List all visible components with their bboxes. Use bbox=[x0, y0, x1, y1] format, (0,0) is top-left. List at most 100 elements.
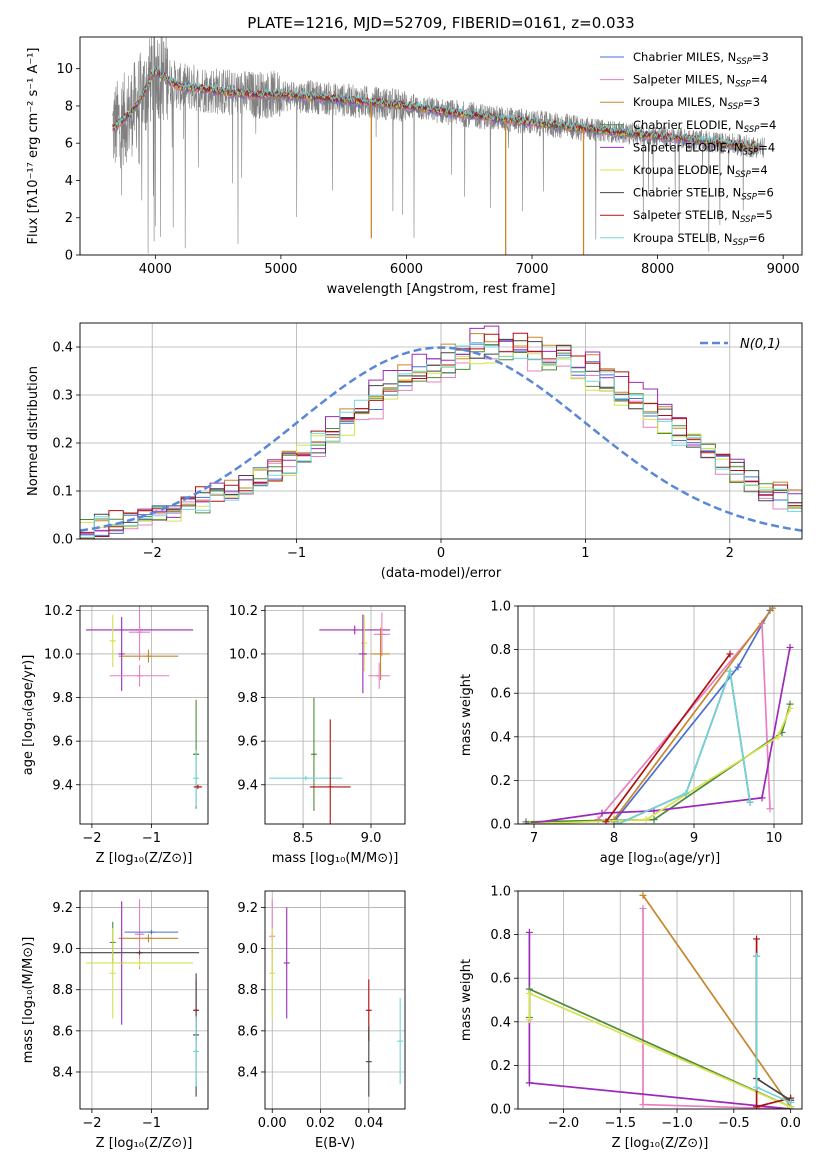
weight-marker bbox=[768, 606, 776, 612]
weight-marker bbox=[726, 667, 734, 675]
legend-label: Salpeter MILES, NSSP=4 bbox=[633, 73, 768, 90]
data-point bbox=[80, 950, 200, 955]
plot-area-weight_vs_age bbox=[522, 606, 794, 824]
weight-line-8 bbox=[617, 671, 751, 824]
y-tick-label: 9.2 bbox=[52, 901, 73, 916]
weight-marker bbox=[753, 1083, 761, 1091]
plot-area-mass_vs_Z bbox=[80, 899, 200, 1097]
y-tick-label: 8.4 bbox=[52, 1065, 73, 1080]
gaussian-curve bbox=[80, 346, 802, 532]
data-point bbox=[124, 930, 179, 935]
x-tick-label: 0.04 bbox=[354, 1116, 383, 1131]
legend-label: Chabrier MILES, NSSP=3 bbox=[633, 50, 769, 67]
y-tick-label: 1.0 bbox=[490, 885, 511, 900]
weight-marker bbox=[726, 650, 734, 658]
weight-marker bbox=[774, 733, 782, 741]
x-tick-label: −1 bbox=[142, 1116, 161, 1131]
weight-marker bbox=[525, 928, 533, 936]
x-tick-label: 7 bbox=[530, 831, 538, 846]
y-tick-label: 10 bbox=[56, 62, 73, 77]
axes-frame bbox=[264, 605, 406, 825]
weight-line-1 bbox=[597, 621, 771, 821]
grid-mass_vs_Z bbox=[80, 891, 208, 1109]
y-tick-label: 0.6 bbox=[490, 687, 511, 702]
y-tick-label: 0.0 bbox=[490, 1103, 511, 1118]
weight-line-0 bbox=[642, 894, 792, 1108]
x-tick-label: −1 bbox=[142, 831, 161, 846]
y-tick-label: 0.3 bbox=[52, 389, 73, 404]
axes-frame bbox=[79, 605, 209, 825]
panel-age_vs_mass: 8.5 9.0 9.4 9.6 9.8 10.0 10.2 mass [log₁₀(M/M⊙)… bbox=[229, 604, 406, 866]
panel-age_vs_Z: −2 −1 9.4 9.6 9.8 10.0 10.2 Z [log₁₀(Z/Z⊙)] age … bbox=[21, 604, 209, 866]
data-point bbox=[193, 1016, 200, 1087]
x-tick-label: 9 bbox=[690, 831, 698, 846]
x-tick-label: 0.00 bbox=[258, 1116, 287, 1131]
x-tick-label: 8000 bbox=[641, 262, 674, 277]
ticks-mass_vs_Z: −2 −1 8.4 8.6 8.8 9.0 9.2 bbox=[52, 901, 161, 1131]
model-spectrum-6 bbox=[112, 67, 758, 151]
y-axis-label: Normed distribution bbox=[26, 366, 41, 496]
y-tick-label: 9.4 bbox=[52, 778, 73, 793]
weight-marker bbox=[753, 935, 761, 943]
residual-histogram-8 bbox=[80, 342, 802, 538]
model-spectrum-8 bbox=[112, 65, 758, 149]
x-axis-label: wavelength [Angstrom, rest frame] bbox=[327, 282, 556, 297]
y-tick-label: 10.2 bbox=[229, 604, 258, 619]
plot-area-spectrum bbox=[112, 37, 765, 255]
y-tick-label: 0.4 bbox=[490, 1015, 511, 1030]
x-tick-label: −2 bbox=[143, 546, 162, 561]
y-tick-label: 0 bbox=[65, 249, 73, 264]
x-axis-label: E(B-V) bbox=[315, 1136, 355, 1151]
y-axis-label: mass weight bbox=[459, 674, 474, 756]
observed-spectrum bbox=[112, 37, 765, 254]
x-tick-label: 5000 bbox=[264, 262, 297, 277]
data-point bbox=[368, 662, 391, 689]
y-tick-label: 0.6 bbox=[490, 972, 511, 987]
x-tick-label: 0 bbox=[437, 546, 445, 561]
data-point bbox=[134, 899, 145, 970]
x-tick-label: 9000 bbox=[767, 262, 800, 277]
weight-marker bbox=[598, 809, 606, 817]
weight-marker bbox=[525, 989, 533, 997]
weight-marker bbox=[526, 820, 534, 824]
ticks-spectrum: 4000 5000 6000 7000 8000 9000 0 2 4 6 8 10 bbox=[56, 62, 799, 277]
weight-marker bbox=[602, 818, 610, 824]
weight-marker bbox=[753, 1103, 761, 1109]
data-point bbox=[283, 907, 290, 1019]
x-tick-label: −0.5 bbox=[718, 1116, 750, 1131]
x-tick-label: −1.0 bbox=[661, 1116, 693, 1131]
weight-line-7 bbox=[605, 653, 731, 823]
x-tick-label: 8 bbox=[610, 831, 618, 846]
weight-marker bbox=[522, 820, 530, 824]
y-tick-label: 9.2 bbox=[237, 901, 258, 916]
legend-label: Kroupa STELIB, NSSP=6 bbox=[633, 231, 765, 248]
y-axis-label: age [log₁₀(age/yr)] bbox=[21, 655, 36, 776]
data-point bbox=[109, 928, 116, 1019]
data-point bbox=[269, 776, 343, 781]
x-tick-label: −2 bbox=[82, 831, 101, 846]
y-tick-label: 0.2 bbox=[490, 1059, 511, 1074]
y-tick-label: 4 bbox=[65, 174, 73, 189]
weight-marker bbox=[753, 952, 761, 960]
y-tick-label: 0.8 bbox=[490, 643, 511, 658]
data-point bbox=[118, 616, 125, 692]
x-tick-label: −1.5 bbox=[604, 1116, 636, 1131]
data-point bbox=[397, 997, 404, 1085]
x-tick-label: 10 bbox=[766, 831, 783, 846]
weight-marker bbox=[650, 816, 658, 824]
grid-weight_vs_Z bbox=[518, 890, 802, 1110]
weight-marker bbox=[639, 904, 647, 912]
x-tick-label: 8.5 bbox=[293, 831, 314, 846]
plot-area-age_vs_Z bbox=[85, 606, 203, 809]
legend-label: Kroupa ELODIE, NSSP=4 bbox=[633, 163, 768, 180]
weight-line-5 bbox=[529, 708, 791, 824]
ticks-weight_vs_age: 7 8 9 10 0.0 0.2 0.4 0.6 0.8 1.0 bbox=[490, 600, 782, 847]
panel-spectrum: 4000 5000 6000 7000 8000 9000 0 2 4 6 8 10 wavelengt… bbox=[26, 36, 803, 297]
spectrum-legend: Chabrier MILES, NSSP=3 Salpeter MILES, NS… bbox=[600, 50, 776, 248]
x-axis-label: Z [log₁₀(Z/Z⊙)] bbox=[96, 851, 193, 866]
data-point bbox=[118, 934, 179, 943]
weight-marker bbox=[786, 643, 794, 651]
y-tick-label: 0.1 bbox=[52, 485, 73, 500]
grid-age_vs_Z bbox=[80, 606, 208, 824]
panel-residuals: −2 −1 0 1 2 0.0 0.1 0.2 0.3 0.4 (data-model)/error… bbox=[26, 322, 803, 581]
